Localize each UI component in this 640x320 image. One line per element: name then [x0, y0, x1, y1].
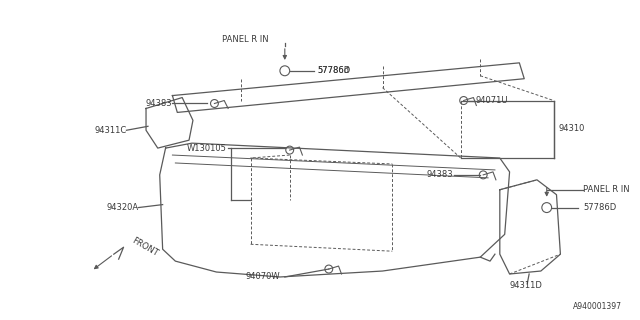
Text: PANEL R IN: PANEL R IN — [223, 35, 269, 44]
Text: PANEL R IN: PANEL R IN — [583, 185, 630, 194]
Text: 94311D: 94311D — [509, 281, 543, 290]
Text: 94311C: 94311C — [94, 126, 127, 135]
Text: 57786D: 57786D — [317, 66, 350, 75]
Text: A940001397: A940001397 — [573, 302, 622, 311]
Text: 94070W: 94070W — [246, 272, 280, 282]
Text: 94320A: 94320A — [106, 203, 138, 212]
Text: 94310: 94310 — [559, 124, 585, 133]
Text: W130105: W130105 — [186, 144, 226, 153]
Text: 94383: 94383 — [146, 99, 172, 108]
Text: 94071U: 94071U — [476, 96, 508, 105]
Text: FRONT: FRONT — [131, 236, 160, 258]
Text: 57786D: 57786D — [583, 203, 616, 212]
Text: 94383: 94383 — [426, 170, 453, 180]
Text: 57786đ: 57786đ — [317, 66, 349, 75]
